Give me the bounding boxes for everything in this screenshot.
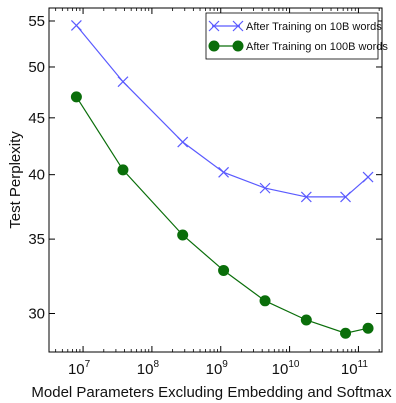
legend-label: After Training on 100B words [246,41,388,53]
legend-marker [208,20,220,32]
data-point-series-2 [218,264,230,276]
x-tick-label: 109 [206,359,229,378]
data-point-series-2 [259,295,271,307]
data-point-series-1 [117,76,129,88]
data-point-series-1 [259,182,271,194]
x-tick-label: 108 [137,359,160,378]
legend-box [205,12,379,60]
y-tick-label: 35 [28,231,45,248]
data-point-series-2 [117,164,129,176]
data-point-series-1 [300,191,312,203]
legend-marker [208,40,220,52]
plot-frame [48,7,383,353]
data-point-series-2 [70,91,82,103]
series-line-1 [75,25,369,198]
data-point-series-1 [218,166,230,178]
data-point-series-2 [177,229,189,241]
y-tick-label: 40 [28,167,45,184]
y-tick-label: 50 [28,59,45,76]
y-tick-label: 45 [28,110,45,127]
y-tick-label: 30 [28,306,45,323]
x-tick-label: 1010 [272,359,300,378]
data-point-series-2 [362,322,374,334]
y-axis-title: Test Perplexity [7,131,24,229]
legend: After Training on 10B words After Trainin… [205,12,388,60]
legend-label: After Training on 10B words [246,21,382,33]
legend-marker [232,20,244,32]
legend-marker [232,40,244,52]
data-point-series-2 [300,314,312,326]
data-point-series-1 [362,171,374,183]
data-point-series-2 [340,327,352,339]
data-point-series-1 [177,136,189,148]
series-line-2 [75,96,369,334]
data-point-series-1 [70,19,82,31]
x-axis-title: Model Parameters Excluding Embedding and… [31,384,392,401]
x-tick-label: 1011 [341,359,369,378]
y-tick-label: 55 [28,13,45,30]
x-tick-label: 107 [68,359,91,378]
axes: 107 108 109 1010 1011 30 35 40 45 50 55 Model Param… [7,7,392,401]
plot-area [70,19,374,339]
data-point-series-1 [340,191,351,203]
